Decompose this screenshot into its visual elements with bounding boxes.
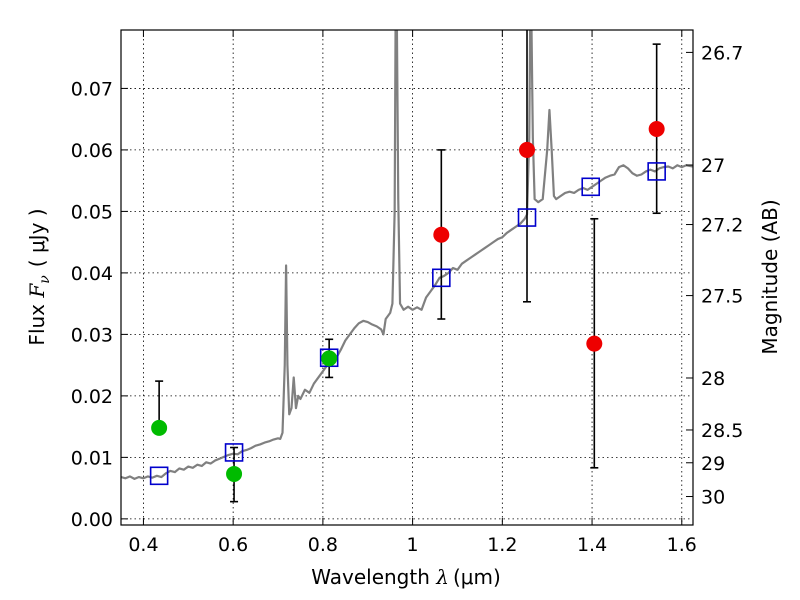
model-photometry-square xyxy=(581,177,601,197)
observed-photometry-point xyxy=(151,419,168,436)
model-photometry-square xyxy=(149,466,169,486)
grid xyxy=(121,30,693,525)
x-axis-label: Wavelength λ (μm) xyxy=(311,565,501,589)
model-photometry-square xyxy=(224,443,244,462)
y-axis-subscript: ν xyxy=(37,275,53,284)
mag-tick-label: 27 xyxy=(701,155,725,177)
observed-photometry-point xyxy=(433,226,450,243)
mag-tick-label: 28.5 xyxy=(701,420,743,442)
y-tick-label: 0.03 xyxy=(71,324,113,346)
y-axis-symbol: F xyxy=(25,283,49,299)
markers xyxy=(149,121,666,486)
x-axis-label-prefix: Wavelength xyxy=(311,565,436,589)
observed-photometry-point xyxy=(648,121,665,137)
mag-tick-label: 28 xyxy=(701,368,725,390)
x-axis-unit: (μm) xyxy=(453,565,501,589)
x-tick-label: 0.4 xyxy=(128,534,158,556)
y2-axis-label: Magnitude (AB) xyxy=(758,199,782,354)
mag-tick-label: 26.7 xyxy=(701,42,743,64)
observed-photometry-point xyxy=(586,335,603,352)
mag-tick-label: 29 xyxy=(701,453,725,475)
x-tick-label: 0.8 xyxy=(308,534,338,556)
y-tick-label: 0.01 xyxy=(71,447,113,469)
y-tick-label: 0.02 xyxy=(71,386,113,408)
y-axis-label: Flux Fν ( μJy ) xyxy=(25,208,53,345)
model-photometry-square xyxy=(432,268,451,288)
model-photometry-square xyxy=(517,208,537,227)
mag-tick-label: 30 xyxy=(701,487,725,509)
x-tick-label: 1 xyxy=(407,534,419,556)
model-photometry-square xyxy=(647,162,666,181)
observed-photometry-point xyxy=(519,141,536,158)
plot-frame xyxy=(120,29,694,526)
plot-area xyxy=(121,30,693,480)
x-tick-label: 1.4 xyxy=(577,534,607,556)
error-bars xyxy=(155,30,661,503)
x-tick-label: 0.6 xyxy=(218,534,248,556)
y-tick-label: 0.04 xyxy=(71,263,113,285)
y-tick-label: 0.06 xyxy=(71,140,113,162)
mag-tick-label: 27.2 xyxy=(701,215,743,237)
y-axis-label-prefix: Flux xyxy=(25,298,49,346)
x-tick-label: 1.6 xyxy=(667,534,697,556)
ticks: 0.4 0.6 0.8 1 1.2 1.4 1.6 0.00 0.01 0.02 0.03 0.04 0… xyxy=(71,30,743,556)
observed-photometry-point xyxy=(226,465,243,482)
x-axis-lambda: λ xyxy=(435,565,449,589)
mag-tick-label: 27.5 xyxy=(701,286,743,308)
spectrum-line xyxy=(121,30,693,480)
y-tick-label: 0.07 xyxy=(71,78,113,100)
y-axis-unit: ( μJy ) xyxy=(25,208,49,267)
observed-photometry-point xyxy=(321,350,338,367)
x-tick-label: 1.2 xyxy=(487,534,517,556)
y-tick-label: 0.05 xyxy=(71,201,113,223)
y-tick-label: 0.00 xyxy=(71,509,113,531)
